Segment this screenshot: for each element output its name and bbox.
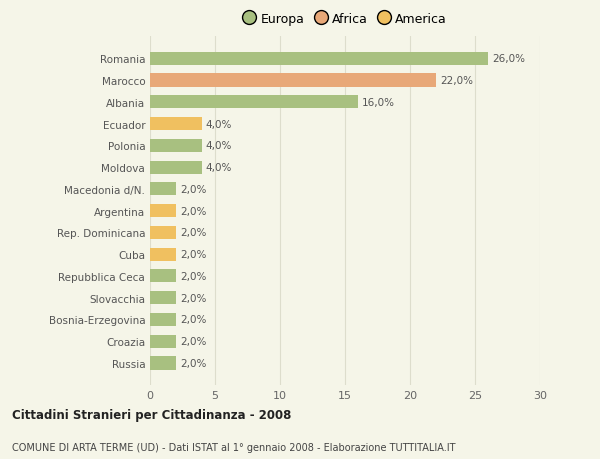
Bar — [150, 248, 176, 261]
Bar — [150, 118, 202, 131]
Text: 2,0%: 2,0% — [180, 315, 206, 325]
Text: 2,0%: 2,0% — [180, 293, 206, 303]
Text: 2,0%: 2,0% — [180, 271, 206, 281]
Text: 2,0%: 2,0% — [180, 228, 206, 238]
Text: 2,0%: 2,0% — [180, 336, 206, 347]
Bar — [150, 74, 436, 87]
Bar — [150, 291, 176, 304]
Text: 2,0%: 2,0% — [180, 250, 206, 260]
Bar — [150, 161, 202, 174]
Bar — [150, 335, 176, 348]
Text: COMUNE DI ARTA TERME (UD) - Dati ISTAT al 1° gennaio 2008 - Elaborazione TUTTITA: COMUNE DI ARTA TERME (UD) - Dati ISTAT a… — [12, 442, 455, 452]
Legend: Europa, Africa, America: Europa, Africa, America — [238, 8, 452, 31]
Text: 16,0%: 16,0% — [362, 98, 395, 107]
Text: 2,0%: 2,0% — [180, 206, 206, 216]
Text: 22,0%: 22,0% — [440, 76, 473, 86]
Text: 2,0%: 2,0% — [180, 185, 206, 195]
Bar — [150, 313, 176, 326]
Text: 2,0%: 2,0% — [180, 358, 206, 368]
Bar — [150, 226, 176, 240]
Bar — [150, 96, 358, 109]
Text: 26,0%: 26,0% — [492, 54, 525, 64]
Bar — [150, 53, 488, 66]
Text: Cittadini Stranieri per Cittadinanza - 2008: Cittadini Stranieri per Cittadinanza - 2… — [12, 408, 292, 421]
Bar — [150, 205, 176, 218]
Bar — [150, 183, 176, 196]
Bar — [150, 270, 176, 283]
Bar — [150, 140, 202, 152]
Bar — [150, 357, 176, 369]
Text: 4,0%: 4,0% — [206, 119, 232, 129]
Text: 4,0%: 4,0% — [206, 162, 232, 173]
Text: 4,0%: 4,0% — [206, 141, 232, 151]
